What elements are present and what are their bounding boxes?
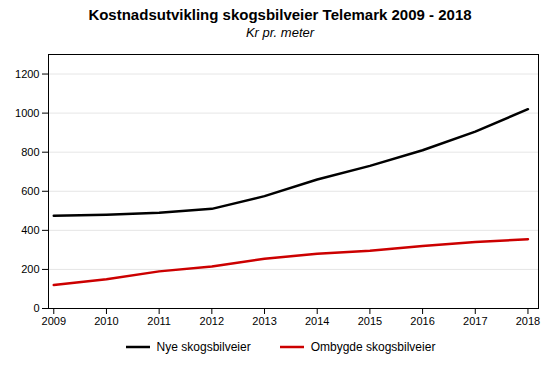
svg-text:2010: 2010 xyxy=(94,315,118,327)
html-text:Ombygde skogsbilveier: Ombygde skogsbilveier xyxy=(310,340,436,354)
svg-text:2017: 2017 xyxy=(463,315,487,327)
svg-text:200: 200 xyxy=(21,263,39,275)
svg-text:2014: 2014 xyxy=(305,315,329,327)
svg-text:400: 400 xyxy=(21,224,39,236)
svg-text:2013: 2013 xyxy=(252,315,276,327)
svg-text:2016: 2016 xyxy=(410,315,434,327)
html-text:Nye skogsbilveier: Nye skogsbilveier xyxy=(156,340,251,354)
svg-text:2012: 2012 xyxy=(200,315,224,327)
svg-text:600: 600 xyxy=(21,185,39,197)
html-text:Kr pr. meter: Kr pr. meter xyxy=(245,25,315,40)
svg-text:2011: 2011 xyxy=(147,315,171,327)
svg-text:2015: 2015 xyxy=(358,315,382,327)
svg-text:1200: 1200 xyxy=(15,68,39,80)
svg-text:2018: 2018 xyxy=(516,315,540,327)
svg-text:0: 0 xyxy=(33,302,39,314)
svg-text:1000: 1000 xyxy=(15,107,39,119)
svg-text:2009: 2009 xyxy=(42,315,66,327)
svg-text:800: 800 xyxy=(21,146,39,158)
html-text:Kostnadsutvikling skogsbilveie: Kostnadsutvikling skogsbilveier Telemark… xyxy=(88,6,472,23)
